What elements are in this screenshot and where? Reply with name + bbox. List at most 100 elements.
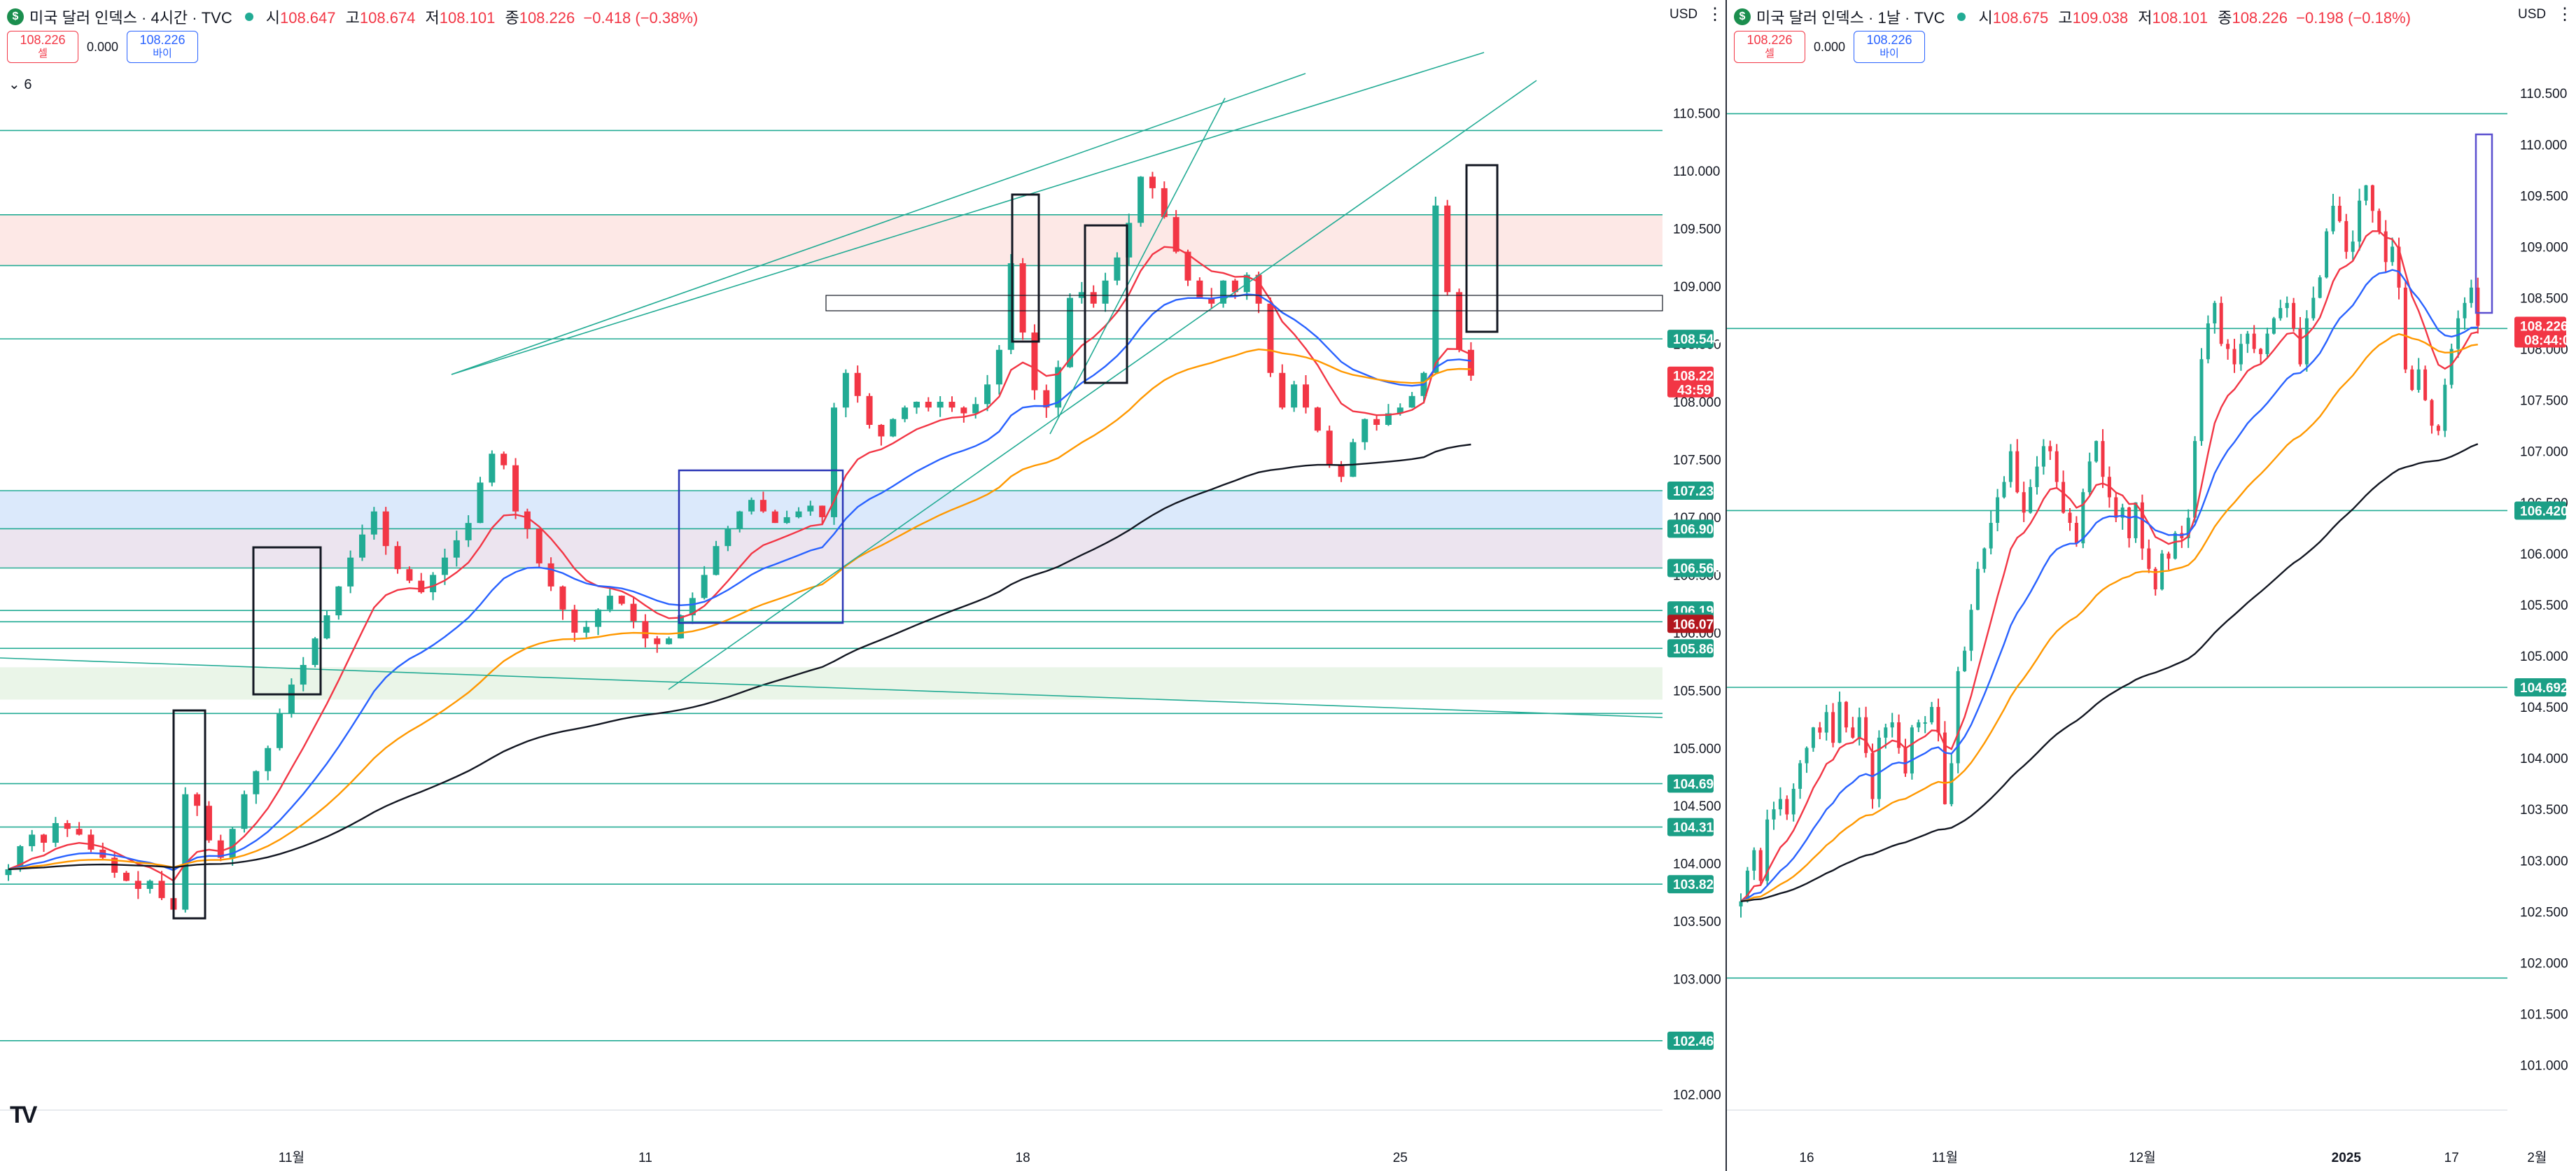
candle-body (948, 402, 955, 408)
indicator-toggle[interactable]: ⌄ 6 (8, 77, 32, 92)
candle-body (2463, 302, 2467, 318)
highlight-box (1465, 164, 1499, 333)
candle-body (1996, 497, 2000, 524)
trade-buttons: 108.226 셀 0.000 108.226 바이 (7, 31, 199, 63)
market-status-icon (1957, 13, 1966, 21)
symbol-title[interactable]: 미국 달러 인덱스 · 4시간 · TVC (29, 9, 232, 27)
candle-body (984, 384, 991, 405)
sell-button[interactable]: 108.226 셀 (7, 31, 78, 63)
moving-average-line (1740, 269, 2478, 902)
candle-body (1385, 413, 1392, 425)
candle-body (689, 598, 696, 616)
candle-body (1903, 748, 1907, 774)
candle-body (1043, 390, 1050, 408)
y-tick-label: 104.500 (2520, 701, 2568, 715)
candle-body (2134, 502, 2138, 538)
currency-label[interactable]: USD (1670, 7, 1698, 22)
candle-body (2054, 451, 2059, 482)
buy-button[interactable]: 108.226 바이 (1854, 31, 1926, 63)
price-tag-label: 104.692 (1673, 778, 1721, 792)
candle-body (1818, 727, 1822, 733)
candle-body (229, 829, 236, 858)
y-tick-label: 107.000 (2520, 445, 2568, 460)
candle-body (666, 638, 673, 645)
price-tag (1667, 481, 1714, 500)
candle-body (2166, 553, 2171, 559)
x-tick-label: 11월 (279, 1150, 304, 1165)
more-icon[interactable]: ⋮ (2556, 5, 2573, 24)
candle-body (571, 609, 578, 633)
candle-body (1975, 568, 1980, 610)
candle-body (453, 540, 460, 558)
candle-body (1255, 274, 1262, 304)
y-tick-label: 101.000 (2520, 1059, 2568, 1074)
tradingview-logo-icon[interactable]: TV (10, 1102, 38, 1128)
price-tag-label: 103.821 (1673, 878, 1721, 892)
x-tick-label: 2025 (2332, 1151, 2362, 1165)
trendline (451, 73, 1306, 375)
candle-body (1090, 292, 1097, 304)
candle-body (2094, 441, 2099, 462)
candle-body (595, 609, 601, 627)
candle-body (1161, 188, 1168, 218)
price-tag (2514, 316, 2566, 348)
candle-body (2390, 246, 2395, 262)
price-chart-4h[interactable]: 110.500110.000109.500109.000108.500108.0… (0, 0, 1726, 1171)
moving-average-line (8, 443, 1471, 871)
chart-panel-1d[interactable]: 110.500 110.000 109.500 109.000 108.500 108.0… (1727, 0, 2576, 1171)
candle-body (2423, 369, 2428, 400)
moving-average-line (8, 293, 1471, 871)
symbol-header[interactable]: $ 미국 달러 인덱스 · 1날 · TVC 시108.675 고109.038… (1734, 6, 2411, 28)
price-tag (1667, 875, 1714, 894)
candle-body (88, 834, 94, 850)
y-tick-label: 103.500 (2520, 803, 2568, 818)
candle-body (2351, 241, 2355, 252)
sell-button[interactable]: 108.226 셀 (1734, 31, 1805, 63)
candle-body (1444, 205, 1451, 293)
candle-body (807, 505, 814, 512)
price-tag-label: 108.226 (2520, 320, 2568, 335)
tvc-symbol-icon: $ (1734, 8, 1751, 25)
candle-body (146, 881, 153, 889)
highlight-box (1084, 224, 1128, 384)
candle-body (2213, 302, 2217, 324)
chart-panel-4h[interactable]: 110.500110.000109.500109.000108.500108.0… (0, 0, 1727, 1171)
candle-body (2246, 333, 2250, 344)
candle-body (205, 806, 212, 841)
moving-average-line (1740, 443, 2479, 902)
currency-label[interactable]: USD (2518, 7, 2547, 22)
price-tag-label: 106.076 (1673, 617, 1721, 632)
y-tick-label: 103.000 (2520, 854, 2568, 869)
candle-body (1055, 367, 1062, 408)
candle-body (2140, 502, 2144, 549)
symbol-header[interactable]: $ 미국 달러 인덱스 · 4시간 · TVC 시108.647 고108.67… (7, 6, 698, 28)
candle-body (1102, 280, 1109, 304)
candle-body (1408, 395, 1415, 408)
candle-body (1831, 712, 1835, 743)
candle-body (1752, 850, 1756, 871)
candle-body (1138, 176, 1144, 223)
candle-body (418, 580, 425, 593)
candle-body (2436, 426, 2440, 431)
y-tick-label: 102.500 (2520, 905, 2568, 920)
candle-body (2029, 486, 2033, 513)
candle-body (430, 575, 437, 593)
candle-body (1778, 799, 1782, 810)
candle-body (1172, 217, 1180, 252)
candle-body (465, 523, 472, 540)
candle-body (359, 534, 365, 558)
candle-body (2325, 231, 2329, 278)
candle-body (972, 404, 979, 414)
buy-button[interactable]: 108.226 바이 (127, 31, 199, 63)
candle-body (1350, 442, 1357, 477)
candle-body (2364, 185, 2368, 201)
more-icon[interactable]: ⋮ (1707, 5, 1723, 24)
candle-body (76, 829, 83, 835)
y-tick-label: 109.500 (2520, 189, 2568, 204)
price-chart-1d[interactable]: 110.500110.000109.500109.000108.500108.0… (1727, 0, 2576, 1171)
y-tick-label: 109.000 (1673, 280, 1721, 295)
symbol-title[interactable]: 미국 달러 인덱스 · 1날 · TVC (1756, 9, 1945, 27)
candle-body (748, 500, 755, 512)
candle-body (1231, 280, 1238, 293)
price-tag (1667, 818, 1714, 836)
